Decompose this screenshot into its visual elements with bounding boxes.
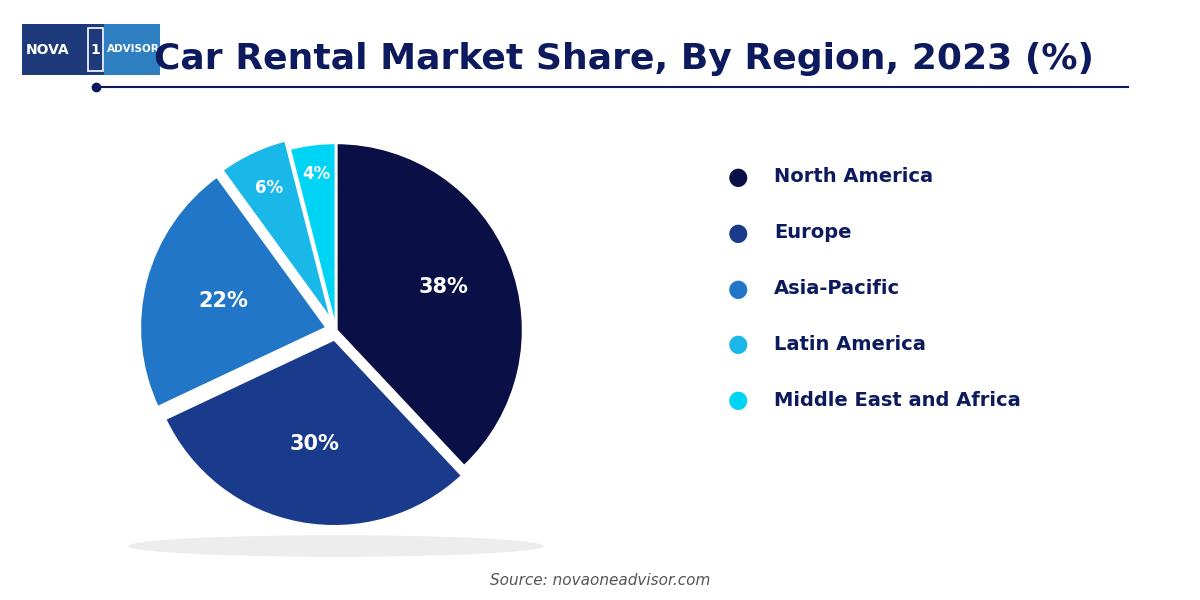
Ellipse shape: [128, 535, 544, 557]
Wedge shape: [139, 176, 326, 407]
FancyBboxPatch shape: [22, 24, 160, 75]
Text: 1: 1: [90, 43, 101, 56]
Text: Source: novaoneadvisor.com: Source: novaoneadvisor.com: [490, 573, 710, 588]
Text: Car Rental Market Share, By Region, 2023 (%): Car Rental Market Share, By Region, 2023…: [154, 42, 1094, 76]
Text: 4%: 4%: [302, 165, 330, 183]
Text: 22%: 22%: [199, 291, 248, 311]
Text: NOVA: NOVA: [25, 43, 70, 56]
Text: ●: ●: [727, 388, 749, 412]
Wedge shape: [336, 143, 523, 466]
Text: ●: ●: [727, 332, 749, 356]
Text: 30%: 30%: [289, 434, 340, 454]
Text: Latin America: Latin America: [774, 335, 926, 354]
Text: ●: ●: [727, 277, 749, 301]
FancyBboxPatch shape: [104, 24, 160, 75]
Text: North America: North America: [774, 167, 934, 187]
Text: ●: ●: [727, 221, 749, 245]
Text: Asia-Pacific: Asia-Pacific: [774, 279, 900, 298]
Wedge shape: [289, 143, 336, 330]
Text: Europe: Europe: [774, 223, 852, 242]
Wedge shape: [222, 140, 332, 322]
Text: ●: ●: [727, 165, 749, 189]
Text: ADVISOR: ADVISOR: [107, 44, 160, 55]
Wedge shape: [164, 339, 462, 526]
Text: 6%: 6%: [254, 179, 283, 197]
Text: Middle East and Africa: Middle East and Africa: [774, 391, 1021, 410]
Text: 38%: 38%: [419, 277, 469, 297]
